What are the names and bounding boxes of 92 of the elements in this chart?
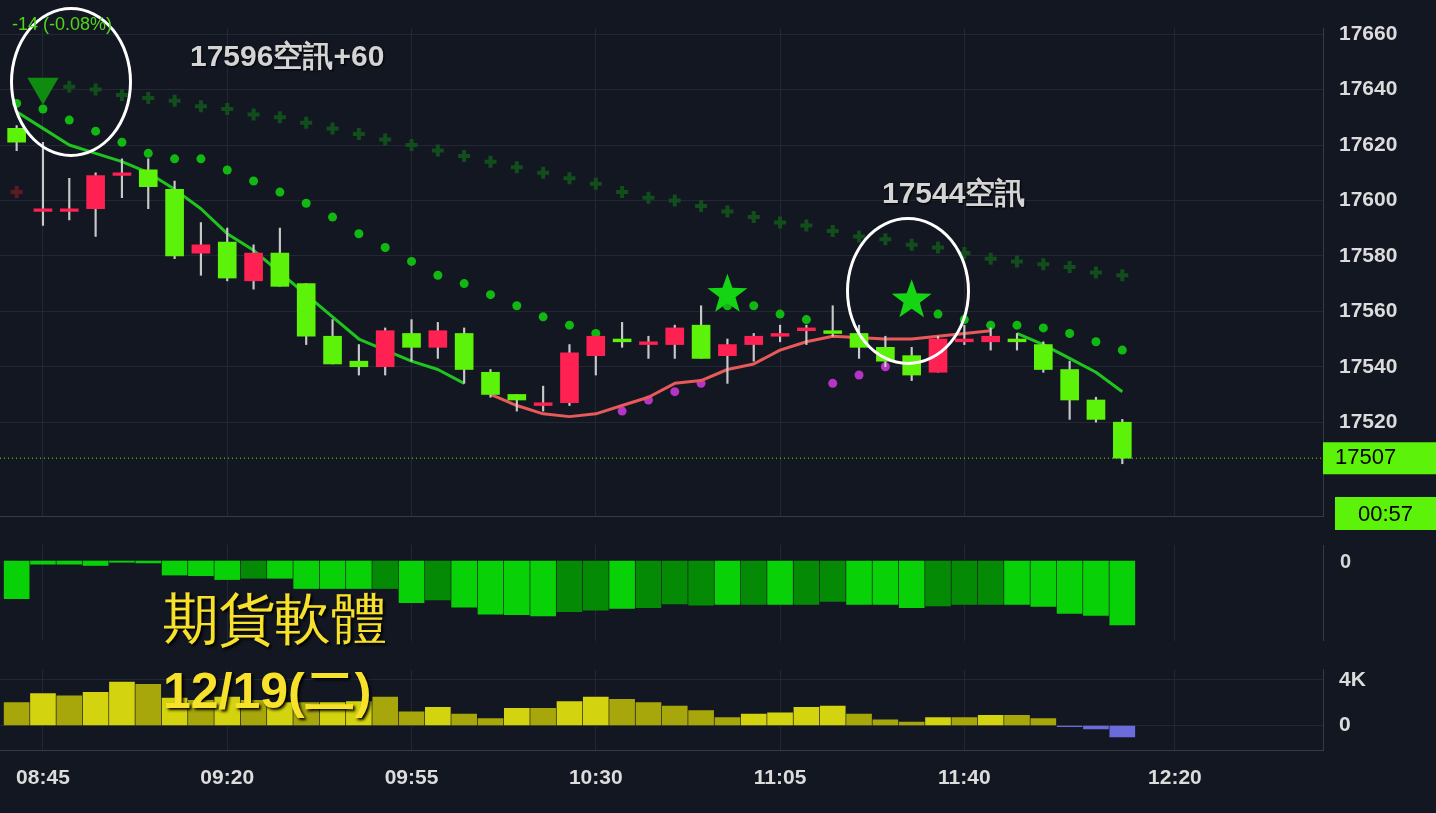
point [38, 104, 48, 114]
point [986, 320, 996, 330]
point [933, 309, 943, 319]
point [354, 229, 364, 239]
point [719, 203, 736, 220]
point [1012, 320, 1022, 330]
point [249, 176, 259, 186]
point [877, 231, 894, 248]
point [64, 115, 74, 125]
x-tick-label: 09:20 [200, 765, 255, 789]
point [407, 256, 417, 266]
x-tick-label: 10:30 [568, 765, 623, 789]
bar [977, 714, 1004, 726]
y-tick-label: 17560 [1339, 298, 1398, 322]
point [1117, 345, 1127, 355]
point [275, 187, 285, 197]
point [87, 81, 104, 98]
candlestick [402, 319, 421, 362]
point [117, 137, 127, 147]
point [482, 153, 499, 170]
y-tick-label: 17660 [1339, 20, 1398, 44]
annotation: 17596空訊+60 [190, 38, 385, 74]
point [749, 301, 759, 311]
bar [30, 693, 56, 726]
candlestick [639, 335, 658, 359]
y-tick-label: 17540 [1339, 353, 1398, 377]
point [298, 114, 315, 131]
point [245, 106, 262, 123]
y-tick-label: 0 [1339, 712, 1351, 736]
point [903, 236, 920, 253]
y-tick-label: 17520 [1339, 408, 1398, 432]
point [1038, 323, 1048, 333]
y-tick-label: 4K [1339, 666, 1366, 690]
point [828, 378, 838, 388]
point [1091, 337, 1101, 347]
point [666, 192, 683, 209]
x-tick-label: 12:20 [1148, 765, 1202, 789]
point [377, 131, 394, 148]
bar [135, 684, 162, 726]
bar [951, 717, 978, 726]
annotation: 17544空訊 [882, 175, 1026, 211]
point [561, 170, 578, 187]
point [854, 370, 864, 380]
point [61, 78, 78, 95]
point [486, 290, 495, 300]
y-tick-label: 17600 [1339, 187, 1398, 211]
x-tick-label: 08:45 [16, 765, 71, 789]
point [328, 212, 338, 222]
point [508, 159, 525, 176]
y-tick-label: 17640 [1339, 76, 1398, 100]
point [301, 198, 311, 208]
bar [425, 706, 451, 726]
bar [530, 708, 556, 726]
point [196, 154, 206, 164]
point [564, 320, 574, 330]
point [538, 312, 548, 322]
bar [3, 702, 30, 726]
point [512, 301, 522, 311]
point [91, 126, 101, 136]
point [801, 315, 811, 325]
point [1114, 267, 1131, 284]
point [535, 164, 552, 181]
point [222, 165, 232, 175]
point [640, 189, 657, 206]
bar [925, 717, 951, 726]
x-tick-label: 11:40 [938, 765, 991, 789]
point [324, 120, 341, 137]
point [617, 406, 627, 416]
candlestick [718, 338, 737, 384]
point [670, 387, 680, 397]
bar [56, 695, 83, 726]
point [982, 250, 999, 267]
text: 00:57 [1335, 497, 1436, 530]
point [380, 243, 390, 253]
point [429, 142, 446, 159]
y-tick-label: 17620 [1339, 131, 1398, 155]
point [433, 270, 443, 280]
point [798, 217, 815, 234]
point [587, 175, 604, 192]
point [166, 92, 183, 109]
point [1065, 328, 1075, 338]
bar [503, 708, 530, 726]
x-tick-label: 11:05 [753, 765, 807, 789]
annotation: 期貨軟體 [163, 587, 387, 652]
point [170, 154, 180, 164]
x-tick-label: 09:55 [384, 765, 439, 789]
point [143, 148, 153, 158]
y-tick-label: 17580 [1339, 242, 1398, 266]
point [1035, 256, 1052, 273]
point [775, 309, 785, 319]
point [459, 279, 469, 289]
ref-line-label: 17507 [1335, 444, 1397, 470]
